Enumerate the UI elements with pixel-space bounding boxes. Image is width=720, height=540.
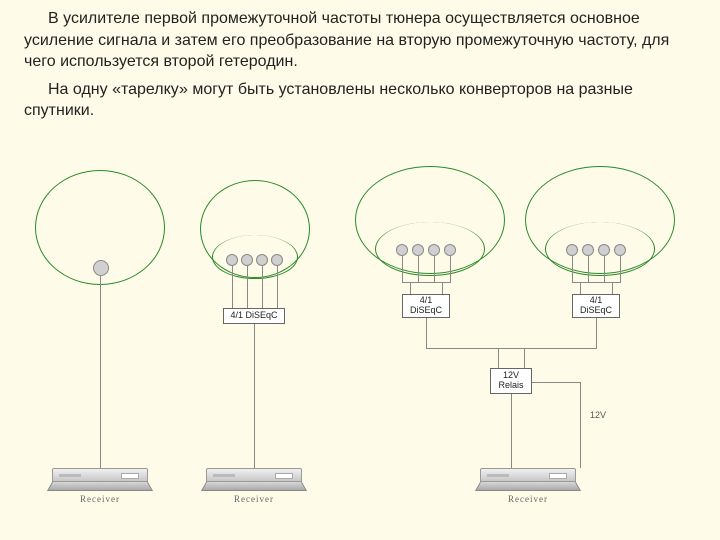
cbl — [588, 256, 589, 282]
lnb-r3 — [598, 244, 610, 256]
cbl — [434, 256, 435, 282]
diseqc-label: 4/1 DiSEqC — [230, 311, 277, 321]
relais-box: 12V Relais — [490, 368, 532, 394]
receiver-label: Receiver — [480, 494, 576, 504]
lnb-2 — [241, 254, 253, 266]
lnb-1 — [226, 254, 238, 266]
receiver: Receiver — [206, 468, 302, 492]
cbl — [604, 256, 605, 282]
lnb-3 — [256, 254, 268, 266]
lnb-r4 — [614, 244, 626, 256]
cable-main — [254, 324, 255, 468]
cbl — [426, 348, 597, 349]
diseqc-r-b: DiSEqC — [580, 306, 612, 316]
diseqc-left: 4/1 DiSEqC — [402, 294, 450, 318]
cbl — [612, 282, 613, 294]
lnb-l1 — [396, 244, 408, 256]
lnb-4 — [271, 254, 283, 266]
diagram-two-dishes: 4/1 DiSEqC 4/1 DiSEqC 12V Relais — [350, 160, 700, 530]
cable-lnb-4 — [277, 266, 278, 308]
cbl-12v-h — [532, 382, 580, 383]
label-12v: 12V — [590, 410, 606, 420]
lnb-r2 — [582, 244, 594, 256]
lnb — [93, 260, 109, 276]
cbl — [442, 282, 443, 294]
receiver: Receiver — [52, 468, 148, 492]
receiver: Receiver — [480, 468, 576, 492]
cbl — [580, 282, 581, 294]
cbl — [402, 256, 403, 282]
receiver-label: Receiver — [206, 494, 302, 504]
diagrams-area: Receiver 4/1 DiSEqC Receiver — [0, 160, 720, 540]
diagram-four-lnb: 4/1 DiSEqC Receiver — [190, 160, 320, 530]
receiver-label: Receiver — [52, 494, 148, 504]
cbl — [410, 282, 411, 294]
cbl — [620, 256, 621, 282]
cable-lnb-3 — [262, 266, 263, 308]
lnb-r1 — [566, 244, 578, 256]
cbl-12v-v — [580, 382, 581, 468]
cbl-main — [511, 394, 512, 468]
cbl — [426, 318, 427, 348]
cbl — [572, 256, 573, 282]
lnb-l4 — [444, 244, 456, 256]
dish-inner — [212, 235, 298, 279]
lnb-l2 — [412, 244, 424, 256]
cable-lnb-2 — [247, 266, 248, 308]
cbl — [450, 256, 451, 282]
diseqc-box: 4/1 DiSEqC — [223, 308, 285, 324]
lnb-l3 — [428, 244, 440, 256]
cbl — [498, 348, 499, 368]
cbl — [418, 256, 419, 282]
cbl — [596, 318, 597, 348]
diseqc-right: 4/1 DiSEqC — [572, 294, 620, 318]
diagram-single-lnb: Receiver — [30, 160, 180, 530]
paragraph-2: На одну «тарелку» могут быть установлены… — [24, 79, 696, 122]
paragraph-1: В усилителе первой промежуточной частоты… — [24, 8, 696, 73]
relais-b: Relais — [498, 381, 523, 391]
cable-lnb-1 — [232, 266, 233, 308]
cable — [100, 276, 101, 468]
diseqc-l-b: DiSEqC — [410, 306, 442, 316]
cbl — [524, 348, 525, 368]
